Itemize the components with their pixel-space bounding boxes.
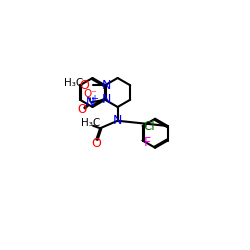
- Text: N: N: [113, 114, 122, 127]
- Text: O: O: [79, 79, 89, 92]
- Text: N: N: [86, 96, 94, 109]
- Text: +: +: [90, 94, 98, 104]
- Text: N: N: [102, 93, 111, 106]
- Text: Cl: Cl: [143, 120, 154, 132]
- Text: O: O: [77, 103, 86, 116]
- Text: F: F: [144, 136, 150, 149]
- Text: H₃C: H₃C: [81, 118, 100, 128]
- Text: H₃C: H₃C: [64, 78, 84, 88]
- Text: O: O: [92, 137, 101, 150]
- Text: O⁻: O⁻: [83, 89, 97, 99]
- Text: N: N: [102, 79, 111, 92]
